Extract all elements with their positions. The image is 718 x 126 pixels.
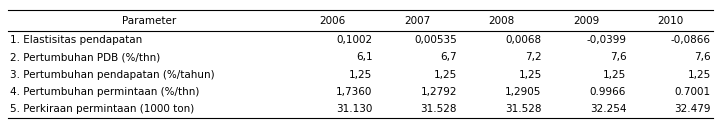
Text: 2007: 2007 <box>404 15 430 26</box>
Text: 1,2792: 1,2792 <box>421 87 457 97</box>
Text: 1. Elastisitas pendapatan: 1. Elastisitas pendapatan <box>10 35 142 45</box>
Text: 7,2: 7,2 <box>525 52 541 62</box>
Text: -0,0399: -0,0399 <box>586 35 626 45</box>
Text: 1,25: 1,25 <box>434 70 457 80</box>
Text: 2006: 2006 <box>320 15 345 26</box>
Text: 1,25: 1,25 <box>688 70 711 80</box>
Text: 1,25: 1,25 <box>603 70 626 80</box>
Text: 1,25: 1,25 <box>518 70 541 80</box>
Text: 0,00535: 0,00535 <box>414 35 457 45</box>
Text: 6,1: 6,1 <box>356 52 373 62</box>
Text: 1,25: 1,25 <box>349 70 373 80</box>
Text: 6,7: 6,7 <box>440 52 457 62</box>
Text: 2010: 2010 <box>658 15 684 26</box>
Text: 0.7001: 0.7001 <box>675 87 711 97</box>
Text: 7,6: 7,6 <box>694 52 711 62</box>
Text: 3. Pertumbuhan pendapatan (%/tahun): 3. Pertumbuhan pendapatan (%/tahun) <box>10 70 215 80</box>
Text: 2009: 2009 <box>573 15 600 26</box>
Text: 32.254: 32.254 <box>589 104 626 114</box>
Text: 32.479: 32.479 <box>674 104 711 114</box>
Text: 0,0068: 0,0068 <box>505 35 541 45</box>
Text: 31.528: 31.528 <box>505 104 541 114</box>
Text: Parameter: Parameter <box>122 15 176 26</box>
Text: 7,6: 7,6 <box>610 52 626 62</box>
Text: 31.528: 31.528 <box>421 104 457 114</box>
Text: 1,7360: 1,7360 <box>336 87 373 97</box>
Text: 2008: 2008 <box>488 15 515 26</box>
Text: 31.130: 31.130 <box>336 104 373 114</box>
Text: 5. Perkiraan permintaan (1000 ton): 5. Perkiraan permintaan (1000 ton) <box>10 104 195 114</box>
Text: -0,0866: -0,0866 <box>671 35 711 45</box>
Text: 0,1002: 0,1002 <box>336 35 373 45</box>
Text: 1,2905: 1,2905 <box>505 87 541 97</box>
Text: 0.9966: 0.9966 <box>590 87 626 97</box>
Text: 2. Pertumbuhan PDB (%/thn): 2. Pertumbuhan PDB (%/thn) <box>10 52 160 62</box>
Text: 4. Pertumbuhan permintaan (%/thn): 4. Pertumbuhan permintaan (%/thn) <box>10 87 200 97</box>
